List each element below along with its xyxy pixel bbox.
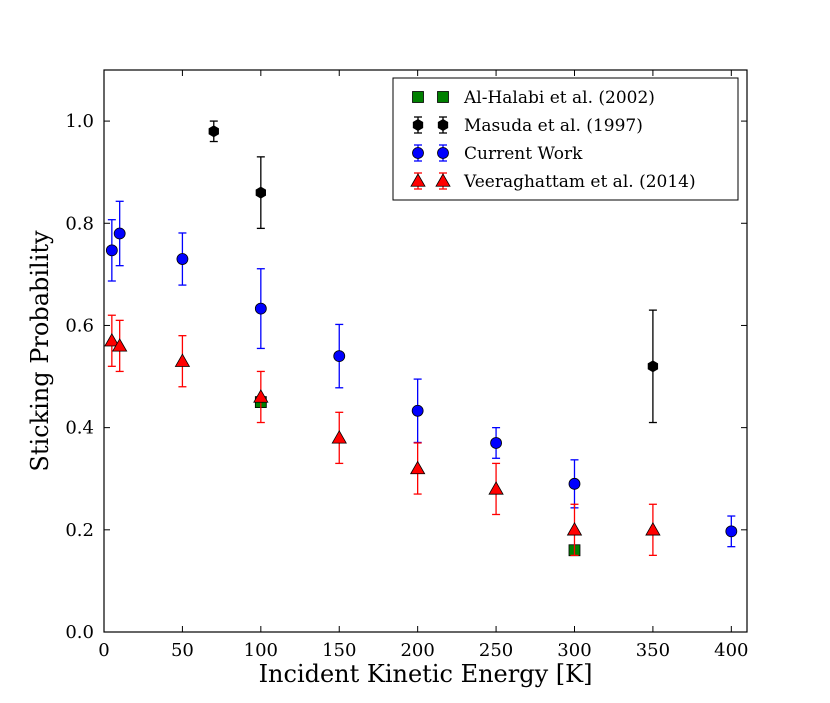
x-axis: 0 50 100 150 200 250 300 350 400 (98, 70, 748, 661)
y-tick-label: 0.0 (65, 622, 94, 643)
legend-marker (437, 119, 449, 131)
legend-marker (437, 147, 449, 159)
data-point (104, 332, 120, 347)
series-veeraghattam-et-al-2014 (104, 314, 661, 557)
series-current-work (105, 200, 738, 548)
legend-marker (412, 147, 424, 159)
data-point (105, 244, 118, 257)
legend-marker (412, 91, 424, 103)
data-point (208, 125, 219, 138)
x-tick-label: 350 (636, 640, 670, 661)
x-tick-label: 200 (400, 640, 434, 661)
data-point (176, 253, 189, 265)
y-tick-label: 0.2 (65, 520, 94, 541)
x-tick-label: 100 (244, 640, 278, 661)
data-point (253, 389, 269, 403)
x-tick-label: 300 (557, 640, 591, 661)
data-point (566, 522, 583, 536)
data-point (647, 360, 659, 373)
legend-marker (435, 173, 451, 187)
legend-label: Current Work (464, 144, 583, 164)
y-tick-label: 0.8 (65, 213, 94, 234)
y-axis: 0.0 0.2 0.4 0.6 0.8 1.0 (65, 111, 747, 643)
series-masuda-et-al-1997 (208, 120, 659, 424)
x-tick-label: 400 (714, 640, 748, 661)
legend: Al-Halabi et al. (2002) Masuda et al. (19… (392, 77, 739, 201)
data-point (255, 186, 266, 199)
legend-label: Masuda et al. (1997) (464, 116, 643, 136)
x-tick-label: 150 (322, 640, 356, 661)
data-point (331, 430, 347, 444)
legend-box (392, 77, 739, 201)
x-tick-label: 50 (171, 640, 194, 661)
data-point (333, 350, 346, 363)
legend-marker (437, 91, 449, 103)
data-point (254, 302, 267, 315)
data-point (113, 227, 126, 240)
x-axis-label: Incident Kinetic Energy [K] (259, 660, 593, 688)
data-point (490, 437, 502, 449)
x-tick-label: 0 (98, 640, 109, 661)
y-tick-label: 1.0 (65, 111, 94, 132)
y-axis-label: Sticking Probability (26, 230, 54, 472)
plot-marks (104, 120, 738, 557)
y-tick-label: 0.6 (65, 315, 94, 336)
data-point (568, 477, 581, 490)
data-point (645, 522, 661, 536)
legend-marker (410, 173, 426, 187)
x-tick-label: 250 (479, 640, 513, 661)
legend-marker (412, 119, 424, 131)
data-point (111, 338, 128, 352)
data-point (725, 525, 738, 538)
data-point (411, 404, 424, 417)
data-point (174, 353, 191, 367)
y-tick-label: 0.4 (65, 418, 94, 439)
data-point (488, 481, 504, 495)
plot-frame (103, 69, 748, 633)
legend-label: Veeraghattam et al. (2014) (463, 172, 696, 192)
data-point (409, 460, 426, 475)
legend-label: Al-Halabi et al. (2002) (463, 88, 655, 108)
